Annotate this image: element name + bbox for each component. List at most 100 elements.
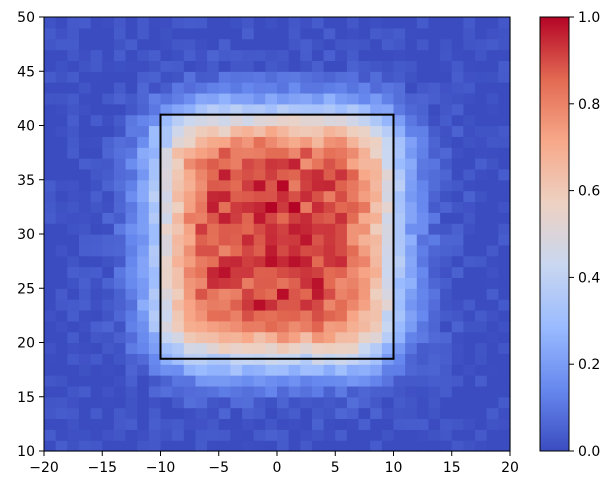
heatmap-cell [230, 17, 243, 29]
heatmap-cell [230, 331, 243, 344]
heatmap-cell [393, 49, 406, 61]
heatmap-cell [300, 375, 313, 387]
heatmap-cell [440, 158, 453, 170]
heatmap-cell [486, 396, 499, 409]
heatmap-cell [416, 168, 430, 181]
heatmap-cell [90, 27, 103, 40]
heatmap-cell [253, 244, 266, 257]
heatmap-cell [137, 27, 150, 40]
heatmap-cell [440, 38, 453, 51]
heatmap-cell [137, 331, 150, 344]
heatmap-cell [183, 407, 197, 420]
heatmap-cell [346, 212, 360, 224]
heatmap-cell [78, 244, 92, 257]
heatmap-cell [67, 266, 80, 278]
heatmap-cell [335, 82, 348, 94]
heatmap-cell [44, 266, 57, 278]
heatmap-cell [323, 158, 336, 170]
heatmap-cell [102, 49, 115, 61]
heatmap-cell [125, 125, 138, 137]
heatmap-cell [428, 92, 441, 105]
heatmap-cell [183, 103, 197, 116]
heatmap-cell [370, 418, 383, 430]
heatmap-cell [346, 17, 360, 29]
heatmap-cell [218, 114, 231, 127]
heatmap-cell [475, 440, 488, 452]
x-tick-label: 5 [331, 460, 340, 476]
heatmap-cell [381, 103, 395, 116]
heatmap-cell [463, 136, 476, 148]
heatmap-cell [370, 429, 383, 441]
heatmap-cell [416, 299, 430, 311]
heatmap-cell [358, 385, 371, 398]
heatmap-cell [451, 60, 464, 72]
heatmap-cell [55, 255, 68, 268]
heatmap-cell [393, 255, 406, 268]
heatmap-cell [428, 255, 441, 268]
heatmap-cell [148, 266, 162, 278]
heatmap-cell [218, 136, 231, 148]
heatmap-cell [183, 342, 197, 354]
heatmap-cell [160, 147, 173, 159]
heatmap-cell [486, 125, 499, 137]
heatmap-cell [428, 266, 441, 278]
heatmap-cell [277, 190, 290, 203]
heatmap-cell [346, 418, 360, 430]
heatmap-cell [288, 103, 301, 116]
heatmap-cell [183, 364, 197, 376]
heatmap-cell [137, 299, 150, 311]
heatmap-cell [137, 201, 150, 213]
heatmap-cell [323, 396, 336, 409]
heatmap-cell [230, 190, 243, 203]
heatmap-cell [218, 158, 231, 170]
heatmap-cell [288, 342, 301, 354]
heatmap-cell [475, 38, 488, 51]
heatmap-cell [277, 114, 290, 127]
heatmap-cell [381, 331, 395, 344]
heatmap-cell [102, 38, 115, 51]
heatmap-cell [207, 375, 220, 387]
heatmap-cell [78, 288, 92, 300]
heatmap-cell [440, 92, 453, 105]
heatmap-cell [78, 82, 92, 94]
heatmap-cell [78, 103, 92, 116]
heatmap-cell [183, 114, 197, 127]
heatmap-cell [277, 309, 290, 322]
heatmap-cell [405, 38, 418, 51]
heatmap-cell [218, 375, 231, 387]
heatmap-cell [265, 375, 278, 387]
heatmap-cell [475, 244, 488, 257]
heatmap-cell [44, 190, 57, 203]
heatmap-cell [346, 82, 360, 94]
heatmap-cell [125, 266, 138, 278]
heatmap-cell [102, 234, 115, 246]
heatmap-cell [242, 179, 255, 192]
heatmap-cell [218, 92, 231, 105]
heatmap-cell [393, 418, 406, 430]
heatmap-cell [335, 17, 348, 29]
heatmap-cell [102, 255, 115, 268]
heatmap-cell [183, 244, 197, 257]
heatmap-cell [242, 27, 255, 40]
heatmap-cell [393, 103, 406, 116]
heatmap-cell [90, 277, 103, 289]
heatmap-cell [207, 125, 220, 137]
heatmap-cell [486, 385, 499, 398]
heatmap-cell [148, 49, 162, 61]
heatmap-cell [78, 60, 92, 72]
heatmap-cell [370, 331, 383, 344]
heatmap-cell [265, 320, 278, 333]
heatmap-cell [207, 331, 220, 344]
heatmap-cell [323, 375, 336, 387]
heatmap-cell [370, 277, 383, 289]
heatmap-cell [440, 234, 453, 246]
heatmap-cell [218, 364, 231, 376]
heatmap-cell [428, 396, 441, 409]
heatmap-cell [475, 71, 488, 83]
heatmap-cell [102, 201, 115, 213]
heatmap-cell [463, 320, 476, 333]
heatmap-cell [300, 440, 313, 452]
heatmap-cell [370, 385, 383, 398]
heatmap-cell [55, 234, 68, 246]
heatmap-cell [486, 212, 499, 224]
